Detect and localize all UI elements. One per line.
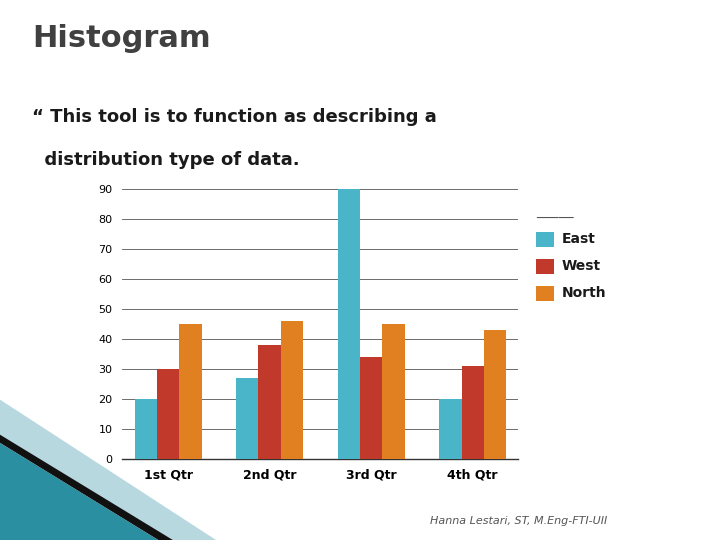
Bar (484, 330, 506, 459)
Text: “ This tool is to function as describing a: “ This tool is to function as describing… (32, 108, 437, 126)
Text: ─────: ───── (536, 212, 574, 225)
Bar (179, 324, 202, 459)
Bar (360, 357, 382, 459)
Text: Histogram: Histogram (32, 24, 211, 53)
Bar (462, 366, 484, 459)
Bar (258, 345, 281, 459)
Bar (281, 321, 303, 459)
Bar (382, 324, 405, 459)
Bar (135, 399, 157, 459)
Text: North: North (562, 286, 606, 300)
Bar (157, 369, 179, 459)
Bar (338, 189, 360, 459)
Text: Hanna Lestari, ST, M.Eng-FTI-UII: Hanna Lestari, ST, M.Eng-FTI-UII (430, 516, 607, 526)
Text: distribution type of data.: distribution type of data. (32, 151, 300, 169)
Bar (236, 378, 258, 459)
Bar (439, 399, 462, 459)
Text: West: West (562, 259, 600, 273)
Text: East: East (562, 232, 595, 246)
